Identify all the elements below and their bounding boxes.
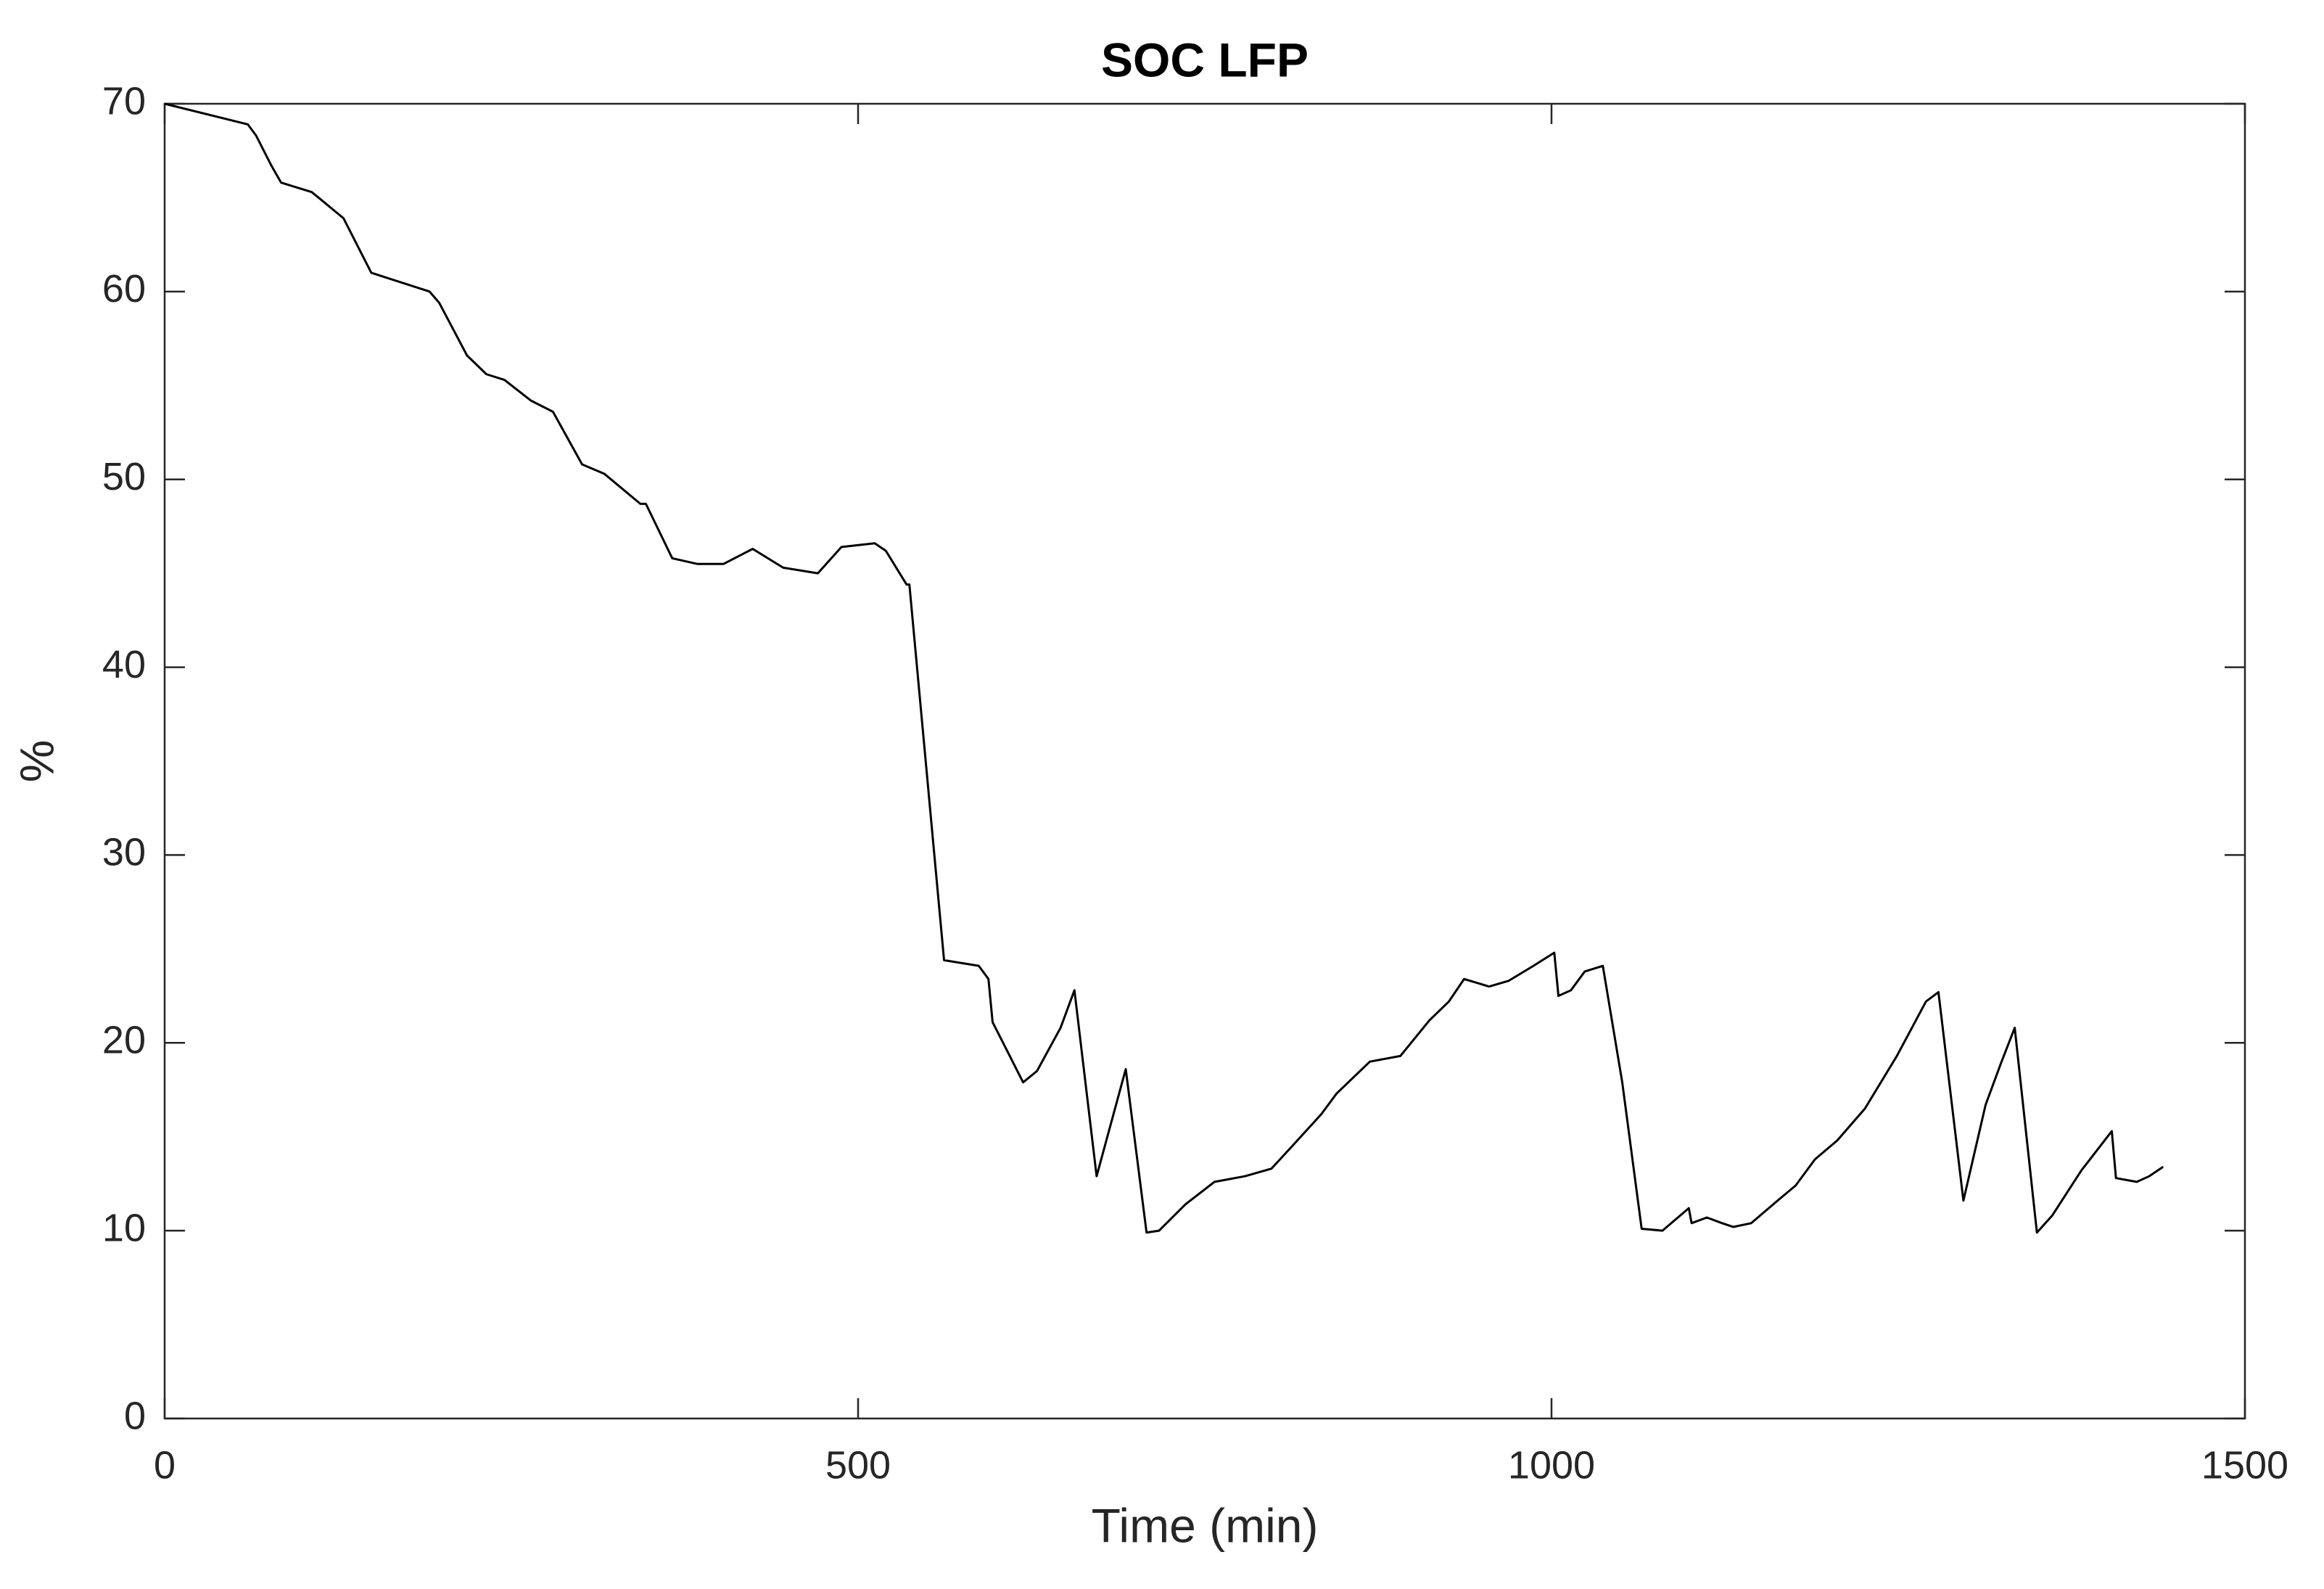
y-axis-label: % [9, 740, 63, 783]
y-tick-label: 20 [102, 1019, 146, 1062]
y-tick-label: 40 [102, 643, 146, 686]
x-tick-label: 1000 [1508, 1443, 1595, 1487]
x-tick-label: 500 [825, 1443, 891, 1487]
chart-title: SOC LFP [1101, 33, 1309, 86]
y-tick-label: 10 [102, 1206, 146, 1249]
y-tick-label: 0 [124, 1394, 146, 1437]
data-line [164, 102, 2164, 1234]
plot-frame [163, 102, 2246, 1420]
x-axis-label: Time (min) [1092, 1498, 1319, 1552]
y-tick-label: 60 [102, 267, 146, 311]
x-tick-label: 1500 [2201, 1443, 2288, 1487]
y-tick-label: 50 [102, 455, 146, 498]
y-tick-label: 70 [102, 79, 146, 123]
x-tick-label: 0 [154, 1443, 176, 1487]
y-tick-label: 30 [102, 831, 146, 874]
